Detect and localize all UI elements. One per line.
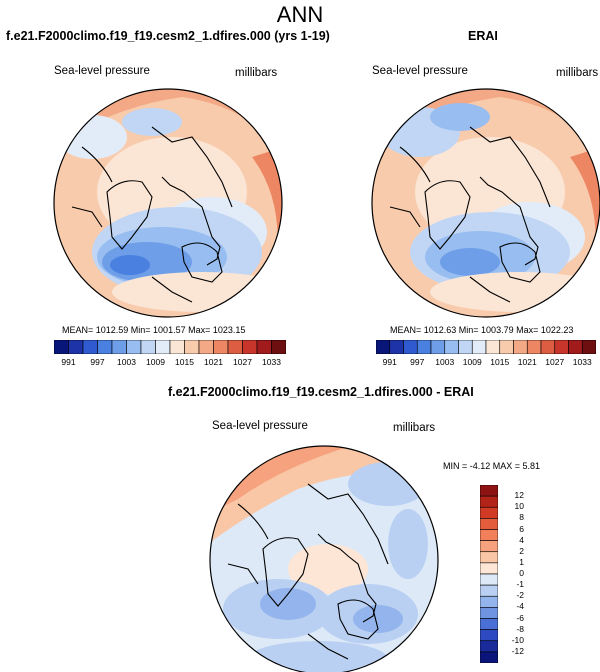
colorbar-swatch [526, 340, 542, 354]
colorbar-swatch [554, 340, 569, 354]
colorbar-swatch [256, 340, 272, 354]
diff-colorbar-swatch [480, 562, 498, 575]
colorbar-swatch [471, 340, 487, 354]
colorbar-swatch [458, 340, 473, 354]
colorbar-tick-label: 991 [61, 357, 76, 367]
diff-colorbar-tick-label: -4 [516, 601, 524, 612]
colorbar-swatch [444, 340, 459, 354]
diff-variable-label: Sea-level pressure [212, 420, 308, 432]
diff-colorbar-tick-label: 6 [519, 523, 524, 534]
colorbar-swatch [242, 340, 258, 354]
diff-units-label: millibars [393, 422, 436, 434]
model-variable-label: Sea-level pressure [54, 65, 150, 77]
colorbar-tick-label: 997 [410, 357, 425, 367]
diff-stats: MIN = -4.12 MAX = 5.81 [443, 461, 541, 471]
diff-colorbar-tick-label: -8 [516, 623, 524, 634]
diff-colorbar-swatch [480, 584, 498, 597]
diff-colorbar-tick-label: -10 [511, 634, 524, 645]
erai-colorbar [376, 340, 596, 354]
diff-colorbar-tick-label: 8 [519, 512, 524, 523]
colorbar-swatch [184, 340, 200, 354]
colorbar-swatch [97, 340, 113, 354]
colorbar-swatch [54, 340, 69, 354]
diff-colorbar-tick-label: 1 [519, 556, 524, 567]
erai-units-label: millibars [556, 67, 599, 79]
erai-panel-title: ERAI [468, 29, 498, 43]
diff-colorbar-swatch [480, 518, 498, 530]
colorbar-tick-label: 1003 [117, 357, 136, 367]
colorbar-swatch [376, 340, 391, 354]
colorbar-tick-label: 1015 [175, 357, 194, 367]
colorbar-tick-label: 991 [382, 357, 397, 367]
colorbar-swatch [403, 340, 418, 354]
colorbar-swatch [430, 340, 446, 354]
colorbar-swatch [111, 340, 127, 354]
colorbar-swatch [198, 340, 214, 354]
colorbar-swatch [389, 340, 404, 354]
diff-colorbar-tick-label: -1 [516, 579, 524, 590]
diff-colorbar-swatch [480, 551, 498, 564]
diff-colorbar-swatch [480, 651, 498, 663]
diff-colorbar-swatch [480, 485, 498, 497]
colorbar-swatch [499, 340, 514, 354]
diff-colorbar [480, 485, 498, 663]
diff-colorbar-swatch [480, 495, 498, 508]
colorbar-tick-label: 1033 [262, 357, 281, 367]
colorbar-swatch [581, 340, 596, 354]
colorbar-tick-label: 1003 [435, 357, 455, 367]
colorbar-swatch [169, 340, 185, 354]
diff-colorbar-tick-label: 2 [519, 545, 524, 556]
diff-panel-title: f.e21.F2000climo.f19_f19.cesm2_1.dfires.… [168, 385, 474, 399]
erai-stats: MEAN= 1012.63 Min= 1003.79 Max= 1022.23 [390, 325, 574, 335]
colorbar-swatch [140, 340, 156, 354]
diff-colorbar-swatch [480, 607, 498, 619]
diff-colorbar-swatch [480, 573, 498, 586]
diff-colorbar-tick-label: 4 [519, 534, 524, 545]
diff-colorbar-swatch [480, 506, 498, 519]
diff-colorbar-swatch [480, 529, 498, 541]
diff-colorbar-tick-label: 12 [514, 490, 524, 501]
colorbar-tick-label: 1033 [572, 357, 592, 367]
diff-colorbar-tick-label: -12 [511, 645, 524, 656]
model-polar-map [53, 88, 283, 318]
colorbar-tick-label: 997 [90, 357, 105, 367]
model-stats: MEAN= 1012.59 Min= 1001.57 Max= 1023.15 [62, 325, 246, 335]
diff-colorbar-tick-label: 0 [519, 568, 524, 578]
colorbar-swatch [568, 340, 583, 354]
diff-colorbar-swatch [480, 640, 498, 653]
colorbar-swatch [126, 340, 142, 354]
model-panel-title: f.e21.F2000climo.f19_f19.cesm2_1.dfires.… [6, 29, 330, 43]
diff-polar-map [209, 445, 439, 672]
diff-colorbar-swatch [480, 595, 498, 608]
diff-colorbar-tick-label: -2 [516, 590, 524, 601]
colorbar-swatch [271, 340, 286, 354]
colorbar-tick-label: 1009 [146, 357, 165, 367]
colorbar-swatch [227, 340, 243, 354]
erai-variable-label: Sea-level pressure [372, 65, 468, 77]
colorbar-swatch [513, 340, 528, 354]
diff-colorbar-tick-label: -6 [516, 612, 524, 623]
colorbar-swatch [213, 340, 229, 354]
colorbar-tick-label: 1021 [204, 357, 223, 367]
diff-colorbar-swatch [480, 540, 498, 553]
colorbar-swatch [485, 340, 501, 354]
colorbar-swatch [82, 340, 98, 354]
figure-title: ANN [276, 2, 324, 27]
colorbar-swatch [155, 340, 171, 354]
model-colorbar [54, 340, 286, 354]
colorbar-swatch [540, 340, 556, 354]
erai-polar-map [371, 88, 600, 318]
colorbar-swatch [68, 340, 84, 354]
colorbar-tick-label: 1015 [490, 357, 510, 367]
colorbar-tick-label: 1021 [517, 357, 537, 367]
diff-colorbar-swatch [480, 618, 498, 630]
colorbar-tick-label: 1009 [462, 357, 482, 367]
model-units-label: millibars [235, 67, 278, 79]
colorbar-tick-label: 1027 [233, 357, 252, 367]
diff-colorbar-tick-label: 10 [514, 501, 524, 512]
diff-colorbar-swatch [480, 629, 498, 642]
colorbar-tick-label: 1027 [545, 357, 565, 367]
colorbar-swatch [416, 340, 432, 354]
